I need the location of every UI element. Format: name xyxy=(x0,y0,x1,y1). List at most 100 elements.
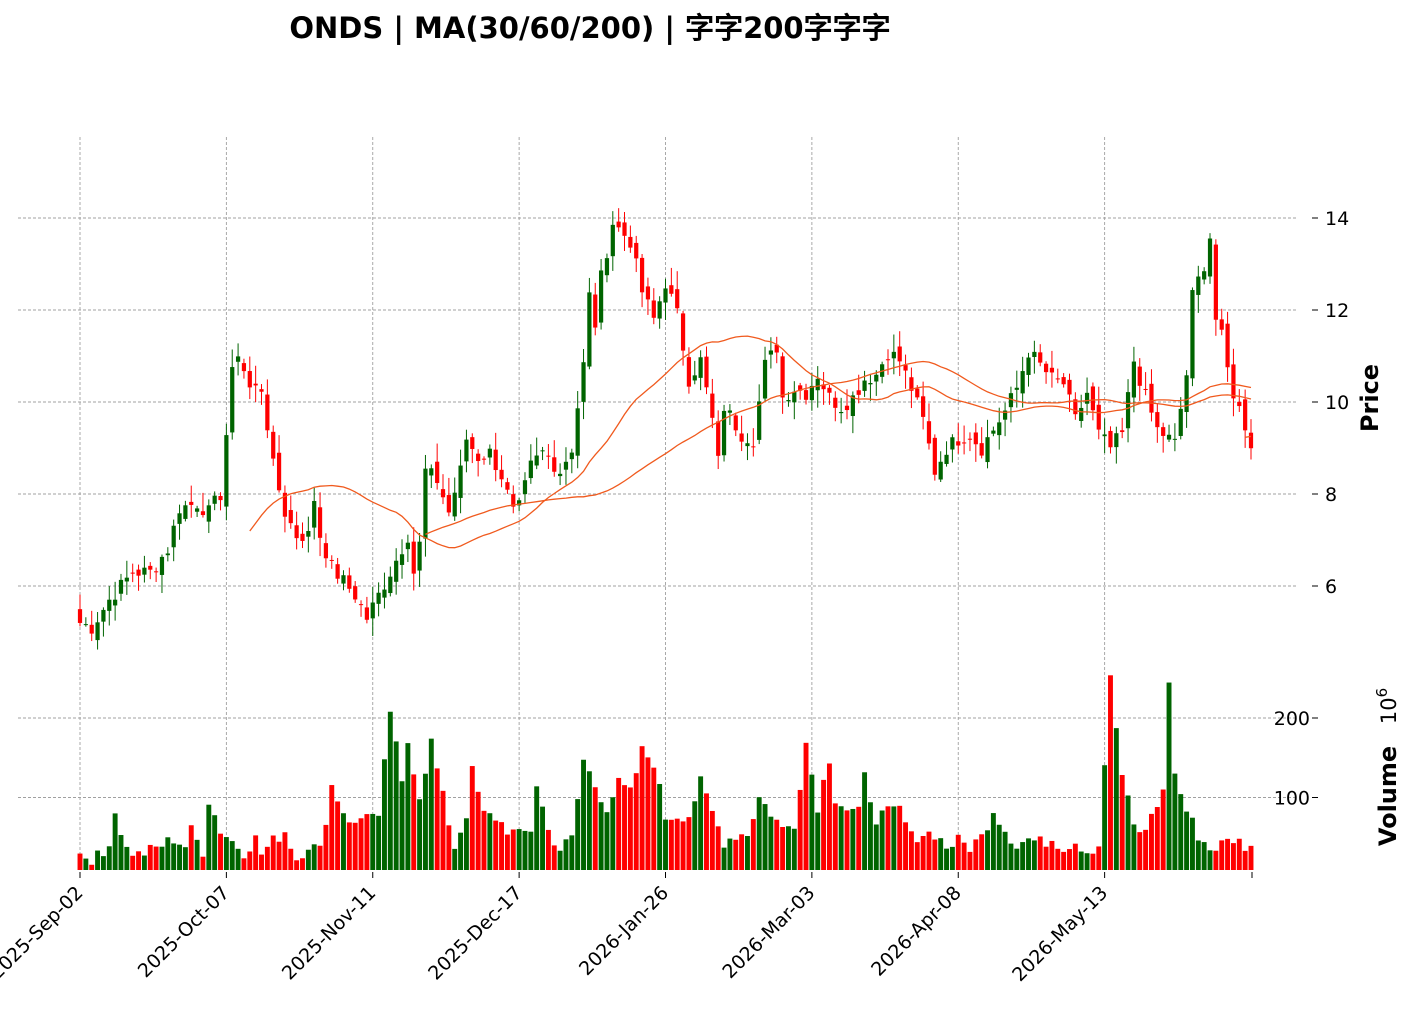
candle-body xyxy=(657,301,662,319)
candle-body xyxy=(997,422,1002,436)
volume-bar xyxy=(815,812,821,870)
candle-body xyxy=(388,576,393,594)
volume-bar xyxy=(235,848,241,870)
volume-bar xyxy=(551,845,557,870)
candle-body xyxy=(1038,352,1043,363)
volume-bar xyxy=(1230,843,1236,870)
volume-bar xyxy=(610,797,616,870)
volume-bar xyxy=(534,786,540,870)
candle-body xyxy=(511,494,516,507)
candle-body xyxy=(575,408,580,456)
volume-bar xyxy=(405,743,411,870)
volume-bar xyxy=(1108,675,1113,870)
volume-bar xyxy=(1143,829,1149,870)
candle-body xyxy=(1231,364,1236,399)
volume-bar xyxy=(1137,832,1143,870)
candle-body xyxy=(499,469,504,480)
volume-axis-label: Volume xyxy=(1374,746,1402,846)
candle-body xyxy=(1237,401,1242,407)
candle-body xyxy=(757,401,762,440)
x-tick-label: 2025-Nov-11 xyxy=(278,882,380,984)
volume-bar xyxy=(118,835,124,870)
volume-bar xyxy=(973,839,979,870)
volume-bar xyxy=(651,767,657,870)
volume-bar xyxy=(1096,846,1102,870)
candle-body xyxy=(809,385,814,401)
price-candles xyxy=(77,208,1254,650)
candle-body xyxy=(745,443,750,447)
volume-bar xyxy=(206,804,212,870)
candle-body xyxy=(991,430,996,434)
volume-bar xyxy=(1131,824,1137,870)
volume-bar xyxy=(247,851,253,870)
volume-bar xyxy=(264,846,270,870)
candle-body xyxy=(341,575,346,584)
volume-bar xyxy=(938,838,944,870)
volume-bar xyxy=(780,826,786,870)
candle-body xyxy=(645,286,651,300)
volume-bar xyxy=(329,785,335,870)
candle-body xyxy=(1190,290,1195,379)
candle-body xyxy=(698,357,703,378)
volume-bar xyxy=(1113,728,1119,870)
volume-bar xyxy=(540,806,546,870)
candle-body xyxy=(142,567,147,575)
candle-body xyxy=(358,604,364,606)
candle-body xyxy=(1184,375,1189,413)
candle-body xyxy=(1043,363,1049,373)
candle-body xyxy=(1061,377,1066,385)
candle-body xyxy=(604,258,610,276)
volume-bar xyxy=(188,825,194,870)
volume-bar xyxy=(358,818,364,870)
candle-body xyxy=(950,437,955,450)
volume-bar xyxy=(1049,840,1055,870)
candle-body xyxy=(844,405,850,411)
volume-bar xyxy=(370,813,376,870)
candle-body xyxy=(985,437,990,463)
candle-body xyxy=(405,542,410,550)
candle-body xyxy=(798,385,803,391)
candle-body xyxy=(124,577,129,582)
candle-body xyxy=(716,421,721,456)
candle-body xyxy=(1067,379,1072,395)
volume-bar xyxy=(768,816,774,870)
volume-bar xyxy=(294,860,300,870)
volume-bar xyxy=(387,711,393,870)
volume-bar xyxy=(633,773,639,870)
candle-body xyxy=(1090,386,1096,411)
volume-bar xyxy=(1160,789,1166,870)
candle-body xyxy=(101,609,106,622)
volume-bar xyxy=(961,842,967,870)
candle-body xyxy=(833,397,838,408)
moving-averages xyxy=(249,335,1252,549)
candle-body xyxy=(569,452,574,460)
candle-body xyxy=(885,359,891,361)
volume-bar xyxy=(622,785,627,870)
volume-bar xyxy=(341,813,346,870)
candle-body xyxy=(1243,399,1248,431)
candle-body xyxy=(253,383,258,386)
candle-body xyxy=(622,222,627,236)
volume-bar xyxy=(212,815,218,870)
volume-bar xyxy=(95,850,101,870)
candle-body xyxy=(926,421,932,444)
candle-body xyxy=(218,495,223,501)
volume-bar xyxy=(223,837,229,870)
candle-body xyxy=(786,400,791,402)
candle-body xyxy=(476,453,481,461)
volume-bar xyxy=(317,845,323,870)
candle-body xyxy=(83,624,88,626)
candle-body xyxy=(540,450,545,452)
volume-bar xyxy=(130,855,136,870)
candle-body xyxy=(1219,319,1224,330)
volume-bar xyxy=(1072,843,1078,870)
candle-body xyxy=(136,569,141,576)
volume-bar xyxy=(727,838,733,870)
candle-body xyxy=(1079,407,1084,421)
x-tick-label: 2026-May-13 xyxy=(1008,882,1112,986)
volume-bar xyxy=(903,822,909,870)
volume-bar xyxy=(376,815,382,870)
candle-body xyxy=(312,500,317,528)
volume-bar xyxy=(563,839,569,870)
